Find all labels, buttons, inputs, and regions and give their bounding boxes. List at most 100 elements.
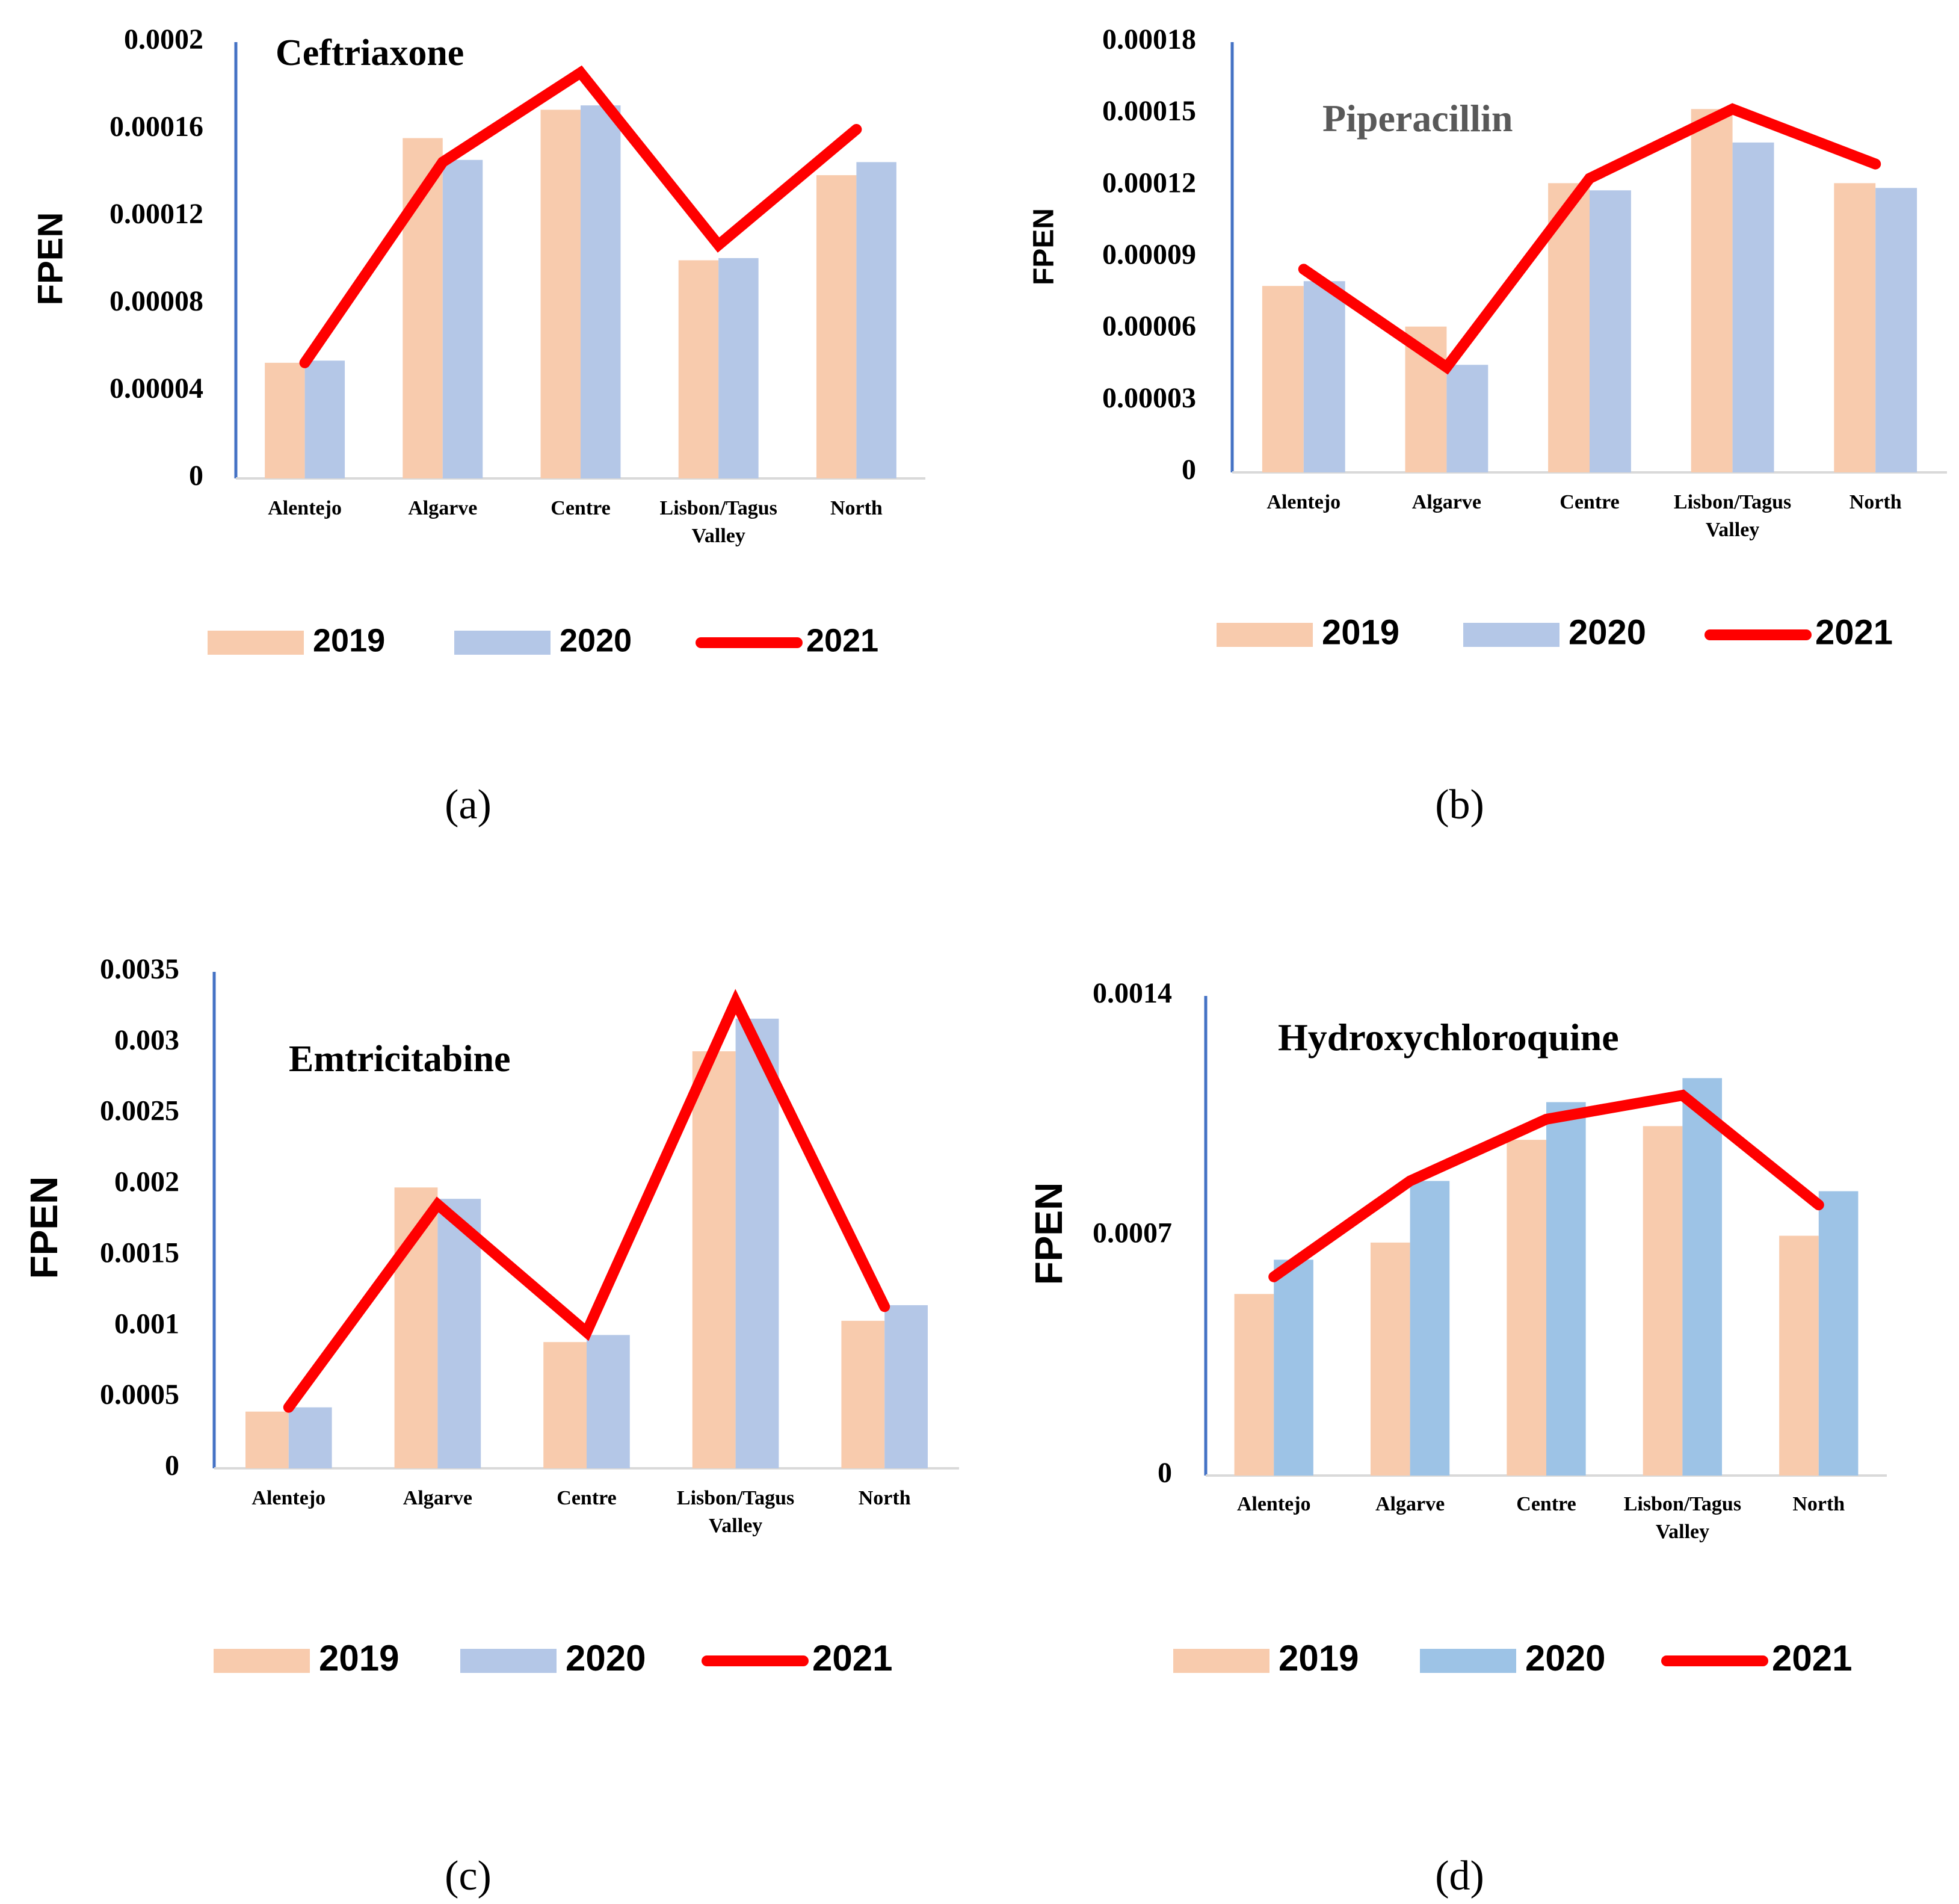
x-tick-label: Algarve bbox=[1412, 491, 1481, 513]
y-tick-label: 0.00012 bbox=[1102, 167, 1196, 199]
x-tick-label: Lisbon/Tagus Valley bbox=[1624, 1493, 1741, 1543]
bar-2019-alentejo bbox=[1234, 1294, 1274, 1476]
chart-title: Piperacillin bbox=[1322, 97, 1513, 140]
panel-label: (d) bbox=[1435, 1853, 1484, 1899]
bar-2020-alentejo bbox=[304, 360, 345, 478]
panel-label: (b) bbox=[1435, 782, 1484, 828]
bar-2019-lisbon-tagus bbox=[692, 1051, 736, 1468]
legend-label-2020: 2020 bbox=[1569, 613, 1646, 652]
line-point-2021 bbox=[1732, 108, 1733, 110]
x-tick-label-line: North bbox=[1849, 491, 1902, 513]
panel-label: (a) bbox=[445, 782, 492, 828]
x-tick-label-line: Alentejo bbox=[1266, 491, 1340, 513]
y-tick-label: 0.00016 bbox=[110, 111, 203, 143]
y-tick-label: 0 bbox=[1182, 454, 1196, 486]
legend-label-2021: 2021 bbox=[806, 622, 878, 658]
bar-2019-lisbon-tagus bbox=[678, 260, 719, 478]
x-tick-label: Alentejo bbox=[268, 497, 342, 519]
y-tick-label: 0 bbox=[189, 460, 203, 492]
bar-2020-centre bbox=[581, 105, 621, 478]
bar-2019-lisbon-tagus bbox=[1691, 109, 1733, 472]
bar-2019-alentejo bbox=[1262, 286, 1304, 472]
legend-label-2021: 2021 bbox=[1815, 613, 1893, 652]
x-tick-label-line: Alentejo bbox=[251, 1487, 325, 1509]
bar-2020-centre bbox=[1546, 1102, 1586, 1476]
x-tick-label-line: Centre bbox=[557, 1487, 616, 1509]
legend-swatch-2019 bbox=[1217, 623, 1313, 647]
x-tick-label: North bbox=[1849, 491, 1902, 513]
x-tick-label-line: Alentejo bbox=[268, 497, 342, 519]
x-tick-label-line: North bbox=[859, 1487, 911, 1509]
bar-2020-north bbox=[884, 1305, 928, 1468]
x-tick-label-line: Valley bbox=[1656, 1521, 1709, 1543]
chart-title: Ceftriaxone bbox=[276, 32, 464, 73]
bar-2019-centre bbox=[543, 1342, 587, 1468]
y-axis-label: FPEN bbox=[22, 1176, 66, 1279]
x-tick-label-line: Lisbon/Tagus bbox=[660, 497, 777, 519]
line-point-2021 bbox=[1682, 1095, 1683, 1096]
x-tick-label: Centre bbox=[1559, 491, 1619, 513]
bar-2020-lisbon-tagus bbox=[735, 1018, 779, 1468]
x-tick-label-line: Centre bbox=[1516, 1493, 1576, 1515]
bar-2020-lisbon-tagus bbox=[718, 258, 759, 478]
x-tick-label: Lisbon/Tagus Valley bbox=[660, 497, 777, 547]
y-tick-label: 0.0015 bbox=[100, 1237, 179, 1269]
y-tick-label: 0.0014 bbox=[1093, 977, 1172, 1009]
chart-panel-1: 0 0.00004 0.00008 0.00012 0.00016 0.0002 Alent… bbox=[31, 23, 925, 828]
x-tick-label: Alentejo bbox=[251, 1487, 325, 1509]
x-tick-label-line: Lisbon/Tagus bbox=[677, 1487, 794, 1509]
x-tick-label-line: Valley bbox=[691, 525, 745, 547]
legend-swatch-2020 bbox=[1463, 623, 1559, 647]
x-tick-label-line: Valley bbox=[709, 1515, 762, 1537]
bar-2020-alentejo bbox=[1274, 1260, 1313, 1476]
x-tick-label-line: Centre bbox=[551, 497, 610, 519]
legend: 2019 2020 2021 bbox=[208, 622, 878, 658]
bar-2020-north bbox=[856, 162, 896, 478]
x-tick-label: North bbox=[830, 497, 883, 519]
x-tick-label-line: Centre bbox=[1559, 491, 1619, 513]
y-tick-label: 0.003 bbox=[114, 1024, 179, 1056]
bar-2019-north bbox=[1779, 1235, 1819, 1476]
legend-label-2021: 2021 bbox=[1772, 1638, 1852, 1678]
bar-2020-lisbon-tagus bbox=[1682, 1078, 1723, 1476]
bar-2020-centre bbox=[587, 1335, 630, 1468]
y-tick-label: 0 bbox=[165, 1450, 179, 1482]
chart-title: Emtricitabine bbox=[289, 1039, 511, 1080]
legend-swatch-2019 bbox=[1173, 1649, 1269, 1673]
line-point-2021 bbox=[1303, 268, 1304, 270]
line-point-2021 bbox=[718, 244, 719, 246]
y-tick-label: 0.00008 bbox=[110, 285, 203, 317]
bar-2019-algarve bbox=[1370, 1242, 1410, 1476]
bar-2020-alentejo bbox=[288, 1407, 332, 1468]
bar-2019-lisbon-tagus bbox=[1643, 1126, 1683, 1476]
y-axis-label: FPEN bbox=[1027, 1182, 1070, 1285]
x-tick-label-line: Valley bbox=[1706, 519, 1759, 541]
x-tick-label: Algarve bbox=[408, 497, 477, 519]
bar-2019-alentejo bbox=[265, 362, 305, 478]
x-tick-label: Alentejo bbox=[1237, 1493, 1311, 1515]
x-tick-label: Alentejo bbox=[1266, 491, 1340, 513]
chart-panel-2: 0 0.00003 0.00006 0.00009 0.00012 0.00015 0.00… bbox=[1028, 23, 1947, 828]
bar-2020-algarve bbox=[1446, 365, 1489, 472]
y-tick-label: 0.00004 bbox=[110, 372, 203, 404]
y-tick-label: 0.00006 bbox=[1102, 311, 1196, 342]
y-tick-label: 0.0005 bbox=[100, 1379, 179, 1411]
bar-2020-algarve bbox=[1410, 1181, 1450, 1476]
bar-2019-centre bbox=[1507, 1140, 1546, 1476]
bar-2020-centre bbox=[1590, 190, 1631, 472]
bar-2020-north bbox=[1818, 1191, 1859, 1476]
line-point-2021 bbox=[288, 1407, 289, 1408]
chart-panel-3: 0 0.0005 0.001 0.0015 0.002 0.0025 0.003 0.0035… bbox=[22, 953, 959, 1899]
panel-label: (c) bbox=[445, 1853, 492, 1899]
bar-2019-north bbox=[841, 1320, 885, 1468]
legend-label-2020: 2020 bbox=[566, 1638, 646, 1678]
bar-2019-north bbox=[816, 175, 857, 478]
line-point-2021 bbox=[304, 362, 306, 363]
x-tick-label: Centre bbox=[557, 1487, 616, 1509]
x-tick-label: Lisbon/Tagus Valley bbox=[1674, 491, 1791, 541]
y-tick-label: 0.00003 bbox=[1102, 382, 1196, 414]
legend-label-2019: 2019 bbox=[319, 1638, 399, 1678]
line-point-2021 bbox=[1446, 366, 1447, 368]
legend-swatch-2020 bbox=[460, 1649, 557, 1673]
